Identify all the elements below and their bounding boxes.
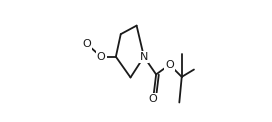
Text: O: O (165, 60, 174, 70)
Text: O: O (149, 94, 157, 104)
Text: O: O (82, 39, 91, 49)
Text: N: N (140, 52, 148, 62)
Text: O: O (97, 52, 106, 62)
